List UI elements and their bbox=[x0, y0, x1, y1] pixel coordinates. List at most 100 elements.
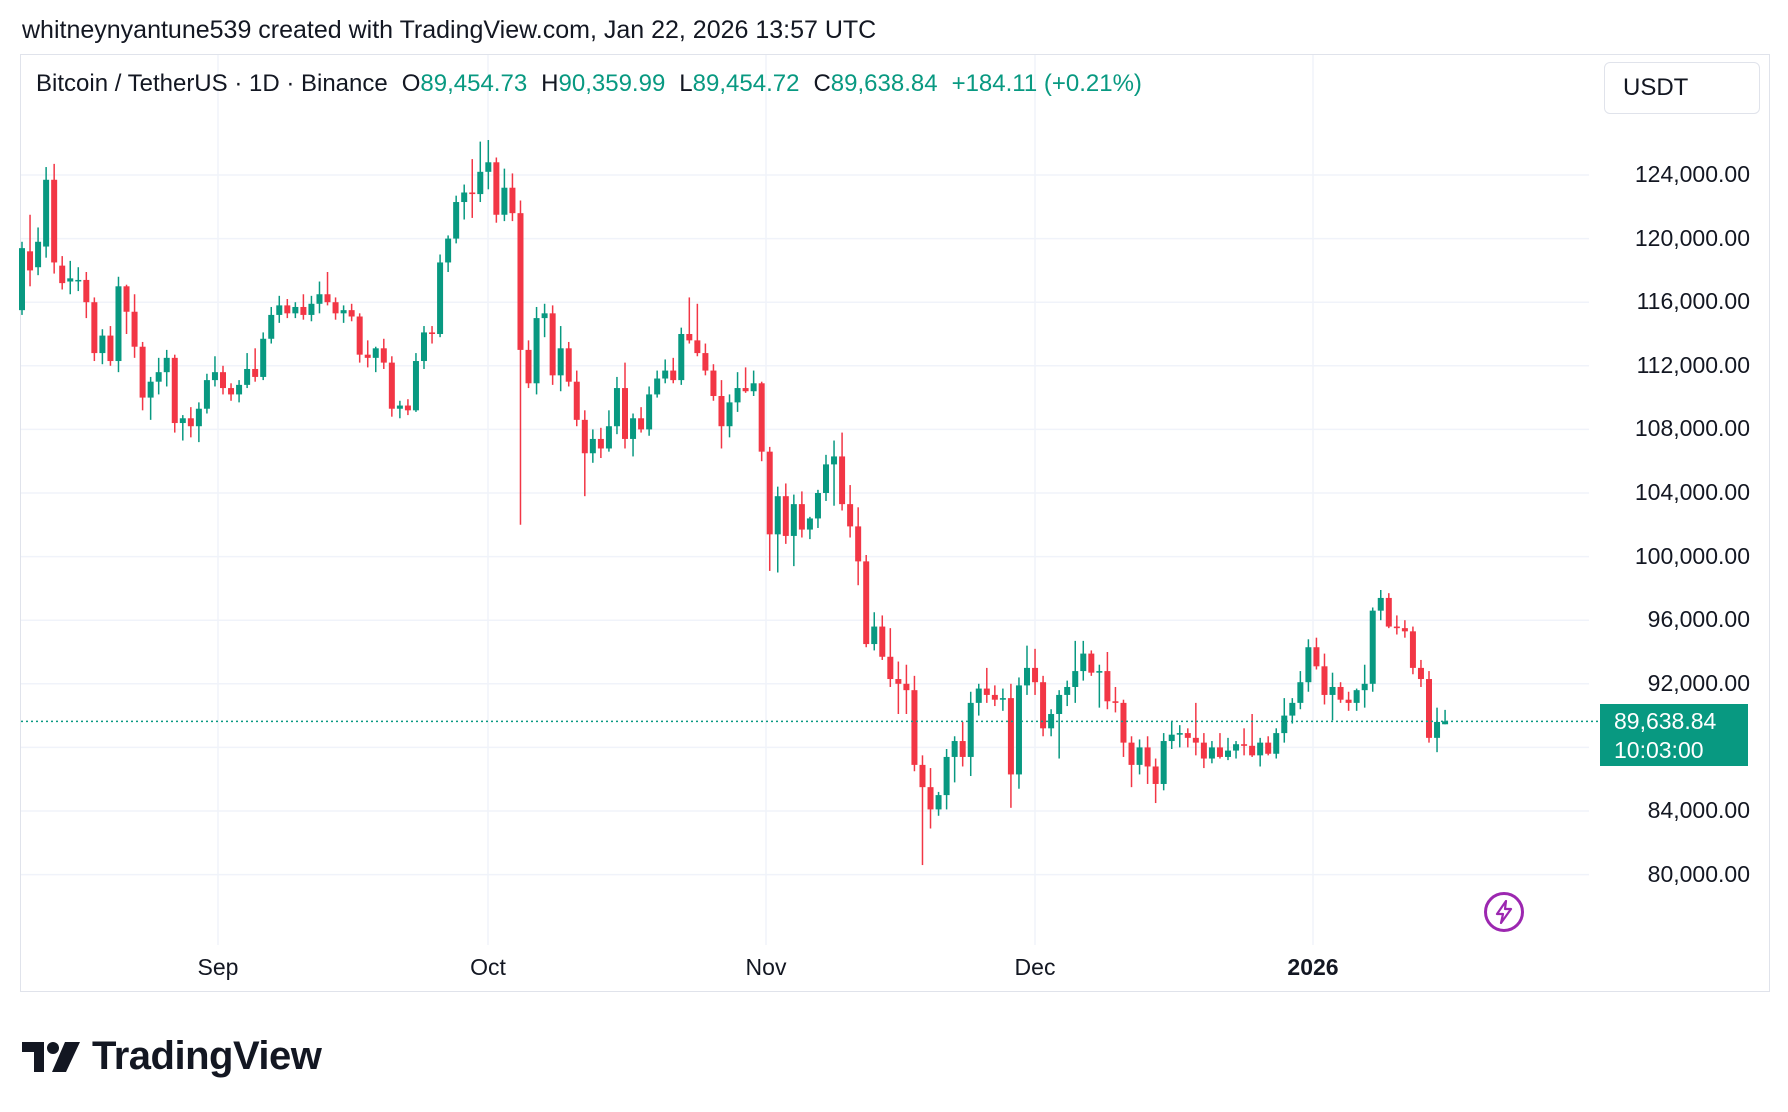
candle[interactable] bbox=[1112, 686, 1119, 713]
candle[interactable] bbox=[991, 685, 998, 707]
candle[interactable] bbox=[453, 195, 460, 244]
candle[interactable] bbox=[1442, 709, 1449, 725]
candle[interactable] bbox=[316, 281, 323, 314]
candle[interactable] bbox=[646, 386, 653, 436]
candle[interactable] bbox=[1015, 677, 1022, 789]
candle[interactable] bbox=[260, 332, 267, 381]
candle[interactable] bbox=[983, 667, 990, 703]
candle[interactable] bbox=[814, 489, 821, 528]
candle[interactable] bbox=[605, 410, 612, 452]
candle[interactable] bbox=[959, 721, 966, 767]
candle[interactable] bbox=[1096, 664, 1103, 708]
candle[interactable] bbox=[131, 294, 138, 358]
candle[interactable] bbox=[1072, 640, 1079, 703]
candle[interactable] bbox=[863, 555, 870, 648]
candle[interactable] bbox=[388, 356, 395, 417]
candle[interactable] bbox=[203, 373, 210, 414]
candle[interactable] bbox=[1409, 626, 1416, 675]
candle[interactable] bbox=[1273, 728, 1280, 759]
candle[interactable] bbox=[1168, 721, 1175, 749]
candle[interactable] bbox=[1032, 648, 1039, 695]
candle[interactable] bbox=[710, 364, 717, 401]
candle[interactable] bbox=[1297, 671, 1304, 710]
candle[interactable] bbox=[662, 359, 669, 384]
candle[interactable] bbox=[43, 167, 50, 258]
candle[interactable] bbox=[252, 348, 259, 382]
candle[interactable] bbox=[300, 294, 307, 320]
candle[interactable] bbox=[1064, 680, 1071, 707]
candle[interactable] bbox=[91, 297, 98, 362]
candle[interactable] bbox=[19, 241, 25, 315]
candle[interactable] bbox=[1289, 698, 1296, 724]
candle[interactable] bbox=[750, 370, 757, 397]
candle[interactable] bbox=[597, 427, 604, 459]
candle[interactable] bbox=[1393, 615, 1400, 635]
candle[interactable] bbox=[927, 768, 934, 829]
symbol-name[interactable]: Bitcoin / TetherUS · 1D · Binance bbox=[36, 70, 388, 97]
candle[interactable] bbox=[565, 341, 572, 387]
candle[interactable] bbox=[702, 343, 709, 376]
candle[interactable] bbox=[694, 303, 701, 357]
candle[interactable] bbox=[1216, 733, 1223, 759]
candle[interactable] bbox=[975, 683, 982, 716]
candle[interactable] bbox=[324, 271, 331, 306]
candle[interactable] bbox=[115, 276, 122, 373]
candle[interactable] bbox=[99, 329, 106, 365]
candle[interactable] bbox=[1233, 741, 1240, 759]
candle[interactable] bbox=[1040, 675, 1047, 737]
candle[interactable] bbox=[806, 516, 813, 540]
candle[interactable] bbox=[742, 367, 749, 393]
candle[interactable] bbox=[1321, 653, 1328, 705]
candle[interactable] bbox=[1208, 741, 1215, 764]
candle[interactable] bbox=[421, 326, 427, 369]
candle[interactable] bbox=[437, 254, 444, 338]
candle[interactable] bbox=[139, 341, 146, 411]
candle[interactable] bbox=[1184, 728, 1191, 748]
candle[interactable] bbox=[903, 664, 910, 715]
candle[interactable] bbox=[967, 691, 974, 777]
candle[interactable] bbox=[654, 370, 661, 398]
candle[interactable] bbox=[798, 491, 805, 538]
candle[interactable] bbox=[340, 305, 347, 323]
candle[interactable] bbox=[1281, 698, 1288, 743]
candle[interactable] bbox=[1088, 650, 1095, 676]
candle[interactable] bbox=[1329, 672, 1336, 721]
candle[interactable] bbox=[573, 370, 580, 427]
candle[interactable] bbox=[477, 141, 484, 203]
candle[interactable] bbox=[195, 402, 202, 443]
candle[interactable] bbox=[396, 400, 403, 419]
candle[interactable] bbox=[445, 235, 452, 272]
candle[interactable] bbox=[461, 184, 468, 220]
candle[interactable] bbox=[35, 227, 42, 276]
candle[interactable] bbox=[613, 376, 620, 435]
candle[interactable] bbox=[509, 173, 516, 222]
candle[interactable] bbox=[356, 313, 363, 363]
candle[interactable] bbox=[59, 256, 66, 290]
candle[interactable] bbox=[686, 297, 693, 344]
candle[interactable] bbox=[236, 380, 243, 403]
candle[interactable] bbox=[1176, 725, 1183, 748]
candle[interactable] bbox=[1305, 639, 1312, 692]
candle[interactable] bbox=[332, 297, 339, 320]
candle[interactable] bbox=[1377, 589, 1384, 621]
candle[interactable] bbox=[308, 295, 315, 322]
candle[interactable] bbox=[1152, 758, 1159, 804]
candle[interactable] bbox=[525, 340, 532, 389]
candle[interactable] bbox=[163, 349, 170, 387]
candle[interactable] bbox=[485, 140, 492, 190]
candle[interactable] bbox=[1337, 682, 1344, 703]
candle[interactable] bbox=[774, 486, 781, 573]
candle[interactable] bbox=[1345, 691, 1352, 711]
candle[interactable] bbox=[758, 381, 765, 462]
candle[interactable] bbox=[951, 736, 958, 783]
candle[interactable] bbox=[1313, 637, 1320, 670]
candle[interactable] bbox=[879, 615, 886, 660]
candle[interactable] bbox=[276, 295, 283, 323]
candle[interactable] bbox=[147, 376, 154, 420]
candle[interactable] bbox=[533, 306, 540, 395]
candle[interactable] bbox=[638, 407, 645, 433]
candle[interactable] bbox=[412, 353, 419, 412]
candle[interactable] bbox=[581, 410, 588, 497]
candle[interactable] bbox=[670, 357, 677, 384]
